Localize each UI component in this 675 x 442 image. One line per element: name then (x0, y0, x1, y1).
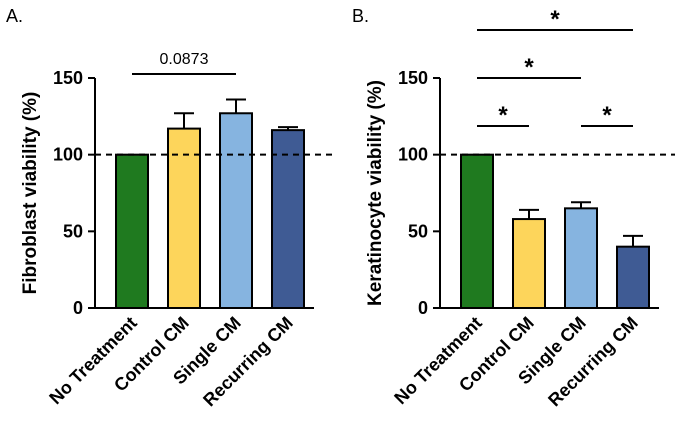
y-tick-label: 150 (398, 68, 428, 88)
significance-star: * (524, 54, 534, 81)
x-tick-label: Recurring CM (544, 313, 642, 411)
bar-single-cm (219, 112, 253, 310)
x-tick-label: Recurring CM (199, 313, 297, 411)
y-tick-label: 0 (73, 298, 83, 318)
y-tick-label: 50 (408, 221, 428, 241)
significance-star: * (498, 102, 508, 129)
y-tick-label: 150 (53, 68, 83, 88)
y-tick-label: 100 (398, 145, 428, 165)
panel-label: B. (352, 6, 369, 26)
panel-a: A. Fibroblast viability (%) 0 50 100 150 No Tr… (6, 6, 336, 410)
y-tick-label: 50 (63, 221, 83, 241)
y-tick-label: 0 (418, 298, 428, 318)
y-tick-label: 100 (53, 145, 83, 165)
bar-control-cm (512, 218, 546, 309)
p-value-label: 0.0873 (160, 51, 209, 68)
x-tick-label: No Treatment (45, 313, 140, 408)
significance-star: * (550, 6, 560, 33)
panel-b: B. Keratinocyte viability (%) 0 50 100 150 No … (352, 6, 675, 410)
significance-star: * (602, 102, 612, 129)
y-axis-title: Fibroblast viability (%) (20, 92, 41, 295)
bar-recurring-cm (616, 245, 650, 310)
x-tick-label: No Treatment (390, 313, 485, 408)
y-axis-title: Keratinocyte viability (%) (365, 80, 386, 306)
bar-single-cm (564, 207, 598, 309)
bar-no-treatment (460, 153, 494, 309)
bar-recurring-cm (271, 129, 305, 309)
panel-label: A. (6, 6, 23, 26)
bar-no-treatment (115, 153, 149, 309)
